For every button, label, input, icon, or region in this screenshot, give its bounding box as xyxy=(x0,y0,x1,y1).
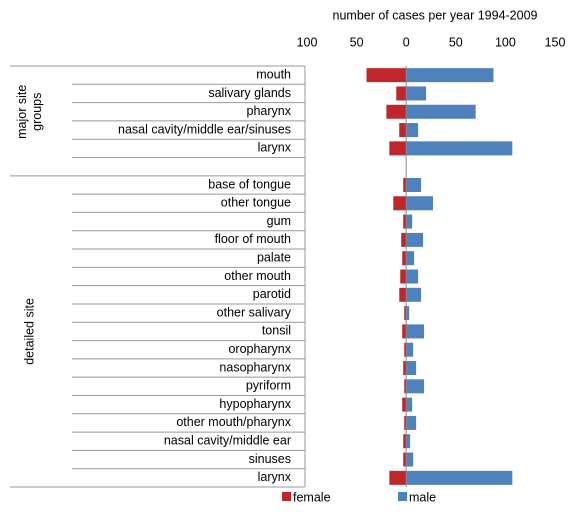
bar xyxy=(406,214,413,229)
category-label: gum xyxy=(267,214,291,228)
category-label: pyriform xyxy=(246,379,291,393)
bar xyxy=(401,232,407,247)
category-label: mouth xyxy=(256,67,291,81)
bar xyxy=(406,251,415,266)
category-label: other mouth/pharynx xyxy=(176,415,291,429)
bar xyxy=(386,104,407,119)
category-label: sinuses xyxy=(249,452,291,466)
x-tick-label: 100 xyxy=(297,35,318,49)
bar xyxy=(404,306,407,321)
bar xyxy=(406,470,513,485)
category-label: other tongue xyxy=(221,196,291,210)
category-label: other mouth xyxy=(224,269,291,283)
bar xyxy=(393,196,407,211)
category-label: hypopharynx xyxy=(219,397,291,411)
bar xyxy=(406,269,419,284)
bar xyxy=(406,397,413,412)
bar xyxy=(403,177,407,192)
bar xyxy=(404,379,407,394)
category-label: palate xyxy=(257,250,291,264)
bar xyxy=(404,342,407,357)
category-label: parotid xyxy=(253,287,291,301)
bar xyxy=(406,123,419,138)
bar xyxy=(406,86,427,101)
bar xyxy=(406,196,433,211)
bar xyxy=(404,415,407,430)
bar xyxy=(406,68,494,83)
category-label: larynx xyxy=(258,470,292,484)
category-label: other salivary xyxy=(217,305,292,319)
bar xyxy=(406,342,414,357)
bar xyxy=(402,324,407,339)
bar xyxy=(403,452,407,467)
category-label: nasopharynx xyxy=(219,360,291,374)
bar xyxy=(402,251,407,266)
legend-swatch xyxy=(398,492,407,501)
category-label: salivary glands xyxy=(208,86,291,100)
legend-swatch xyxy=(282,492,291,501)
bar xyxy=(403,361,407,376)
category-label: larynx xyxy=(258,141,292,155)
category-label: tonsil xyxy=(262,324,291,338)
bar xyxy=(406,361,417,376)
bar xyxy=(366,68,407,83)
bar xyxy=(406,287,422,302)
bar xyxy=(406,141,513,156)
x-tick-label: 50 xyxy=(350,35,364,49)
x-tick-label: 0 xyxy=(403,35,410,49)
x-tick-label: 50 xyxy=(449,35,463,49)
bar xyxy=(406,434,411,449)
bar xyxy=(402,397,407,412)
bar xyxy=(406,379,425,394)
chart-title: number of cases per year 1994-2009 xyxy=(333,8,538,22)
category-label: nasal cavity/middle ear/sinuses xyxy=(118,122,291,136)
x-tick-label: 100 xyxy=(495,35,516,49)
bar xyxy=(399,123,407,138)
bar xyxy=(403,434,407,449)
bar xyxy=(406,177,422,192)
bar xyxy=(406,415,417,430)
bar xyxy=(406,104,476,119)
category-label: oropharynx xyxy=(228,342,291,356)
bar xyxy=(406,232,424,247)
bar xyxy=(399,287,407,302)
bar xyxy=(406,324,425,339)
category-label: nasal cavity/middle ear xyxy=(164,434,291,448)
category-label: floor of mouth xyxy=(215,232,291,246)
bar xyxy=(403,214,407,229)
category-label: pharynx xyxy=(247,104,292,118)
legend-label: male xyxy=(409,490,436,504)
category-label: base of tongue xyxy=(208,177,291,191)
bar xyxy=(389,141,407,156)
group-label: major site xyxy=(15,85,29,139)
group-label: detailed site xyxy=(22,298,36,365)
bar xyxy=(406,452,414,467)
bar xyxy=(400,269,407,284)
bar xyxy=(396,86,407,101)
x-tick-label: 150 xyxy=(545,35,566,49)
legend-label: female xyxy=(293,490,331,504)
group-label: groups xyxy=(30,93,44,131)
bar xyxy=(389,470,407,485)
bar xyxy=(406,306,410,321)
